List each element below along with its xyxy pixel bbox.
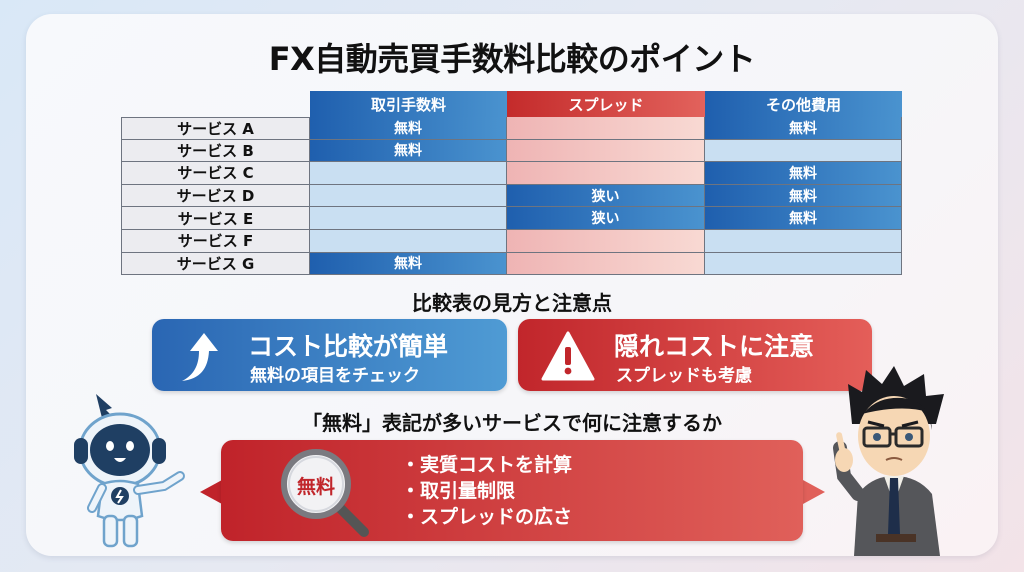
- cell-spread: [507, 252, 705, 276]
- arrow-up-icon: [182, 333, 218, 381]
- box-sub-text: スプレッドも考慮: [616, 366, 752, 386]
- cell-spread: [507, 162, 705, 185]
- row-label: サービス D: [121, 184, 310, 208]
- row-label: サービス E: [121, 207, 310, 230]
- row-label: サービス C: [121, 162, 310, 185]
- table-row: サービス B 無料: [121, 139, 902, 163]
- box-sub-text: 無料の項目をチェック: [250, 366, 420, 386]
- header-other-costs: その他費用: [705, 91, 902, 117]
- table-row: サービス C 無料: [121, 162, 902, 185]
- robot-mascot-icon: [74, 394, 185, 548]
- box-main-text: コスト比較が簡単: [248, 332, 449, 361]
- cell-other: [705, 252, 902, 276]
- point-item: 取引量制限: [401, 478, 572, 504]
- cell-trading-fee: 無料: [310, 139, 507, 163]
- cell-spread: [507, 139, 705, 163]
- cell-other: 無料: [705, 184, 902, 208]
- table-row: サービス E 狭い 無料: [121, 207, 902, 230]
- bubble-tail-left: [200, 480, 222, 504]
- page-title: FX自動売買手数料比較のポイント: [268, 40, 756, 78]
- row-label: サービス F: [121, 230, 310, 253]
- caution-points: 実質コストを計算 取引量制限 スプレッドの広さ: [401, 452, 572, 530]
- cell-other: 無料: [705, 207, 902, 230]
- cell-trading-fee: [310, 207, 507, 230]
- magnifier-icon: 無料: [276, 446, 376, 538]
- row-label: サービス A: [121, 117, 310, 140]
- hidden-cost-box: 隠れコストに注意 スプレッドも考慮: [518, 319, 872, 391]
- cell-trading-fee: 無料: [310, 252, 507, 276]
- cell-other: [705, 230, 902, 253]
- cell-spread: 狭い: [507, 184, 705, 208]
- section-title-free-caution: 「無料」表記が多いサービスで何に注意するか: [302, 411, 722, 435]
- header-spread: スプレッド: [507, 91, 705, 117]
- cell-spread: [507, 230, 705, 253]
- cell-trading-fee: [310, 184, 507, 208]
- cell-spread: [507, 117, 705, 140]
- cell-other: 無料: [705, 162, 902, 185]
- table-row: サービス F: [121, 230, 902, 253]
- header-trading-fee: 取引手数料: [310, 91, 507, 117]
- cell-spread: 狭い: [507, 207, 705, 230]
- cell-other: [705, 139, 902, 163]
- section-title-comparison: 比較表の見方と注意点: [412, 291, 612, 315]
- point-item: スプレッドの広さ: [401, 504, 572, 530]
- row-label: サービス G: [121, 252, 310, 276]
- table-row: サービス A 無料 無料: [121, 117, 902, 140]
- row-label: サービス B: [121, 139, 310, 163]
- warning-icon: [541, 331, 595, 381]
- cell-trading-fee: [310, 162, 507, 185]
- caution-bubble: 無料 実質コストを計算 取引量制限 スプレッドの広さ: [221, 440, 803, 541]
- easy-comparison-box: コスト比較が簡単 無料の項目をチェック: [152, 319, 507, 391]
- cell-other: 無料: [705, 117, 902, 140]
- bubble-tail-right: [803, 480, 825, 504]
- businessman-character-icon: [833, 366, 944, 556]
- cell-trading-fee: [310, 230, 507, 253]
- table-row: サービス D 狭い 無料: [121, 184, 902, 208]
- cell-trading-fee: 無料: [310, 117, 507, 140]
- magnifier-label: 無料: [296, 476, 335, 498]
- box-main-text: 隠れコストに注意: [614, 332, 815, 361]
- table-row: サービス G 無料: [121, 252, 902, 276]
- point-item: 実質コストを計算: [401, 452, 572, 478]
